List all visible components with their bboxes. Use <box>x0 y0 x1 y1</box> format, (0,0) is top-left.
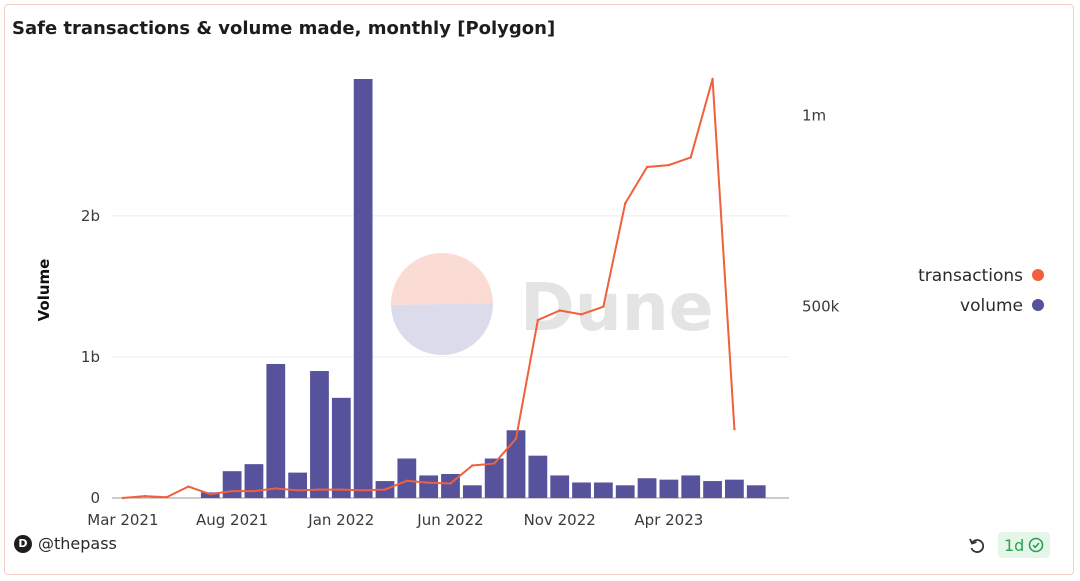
transactions-point[interactable] <box>230 489 234 493</box>
volume-bar[interactable] <box>244 464 264 498</box>
transactions-point[interactable] <box>711 77 714 81</box>
x-tick-label: Jun 2022 <box>416 511 483 529</box>
transactions-point[interactable] <box>558 309 561 312</box>
y-axis-title: Volume <box>35 259 53 322</box>
legend-marker-transactions <box>1032 269 1044 281</box>
transactions-point[interactable] <box>427 481 430 484</box>
transactions-point[interactable] <box>209 492 212 496</box>
y-left-tick-label: 2b <box>81 207 100 225</box>
x-tick-label: Apr 2023 <box>634 511 703 529</box>
transactions-point[interactable] <box>274 487 277 490</box>
transactions-point[interactable] <box>580 313 583 316</box>
transactions-point[interactable] <box>667 163 671 167</box>
transactions-point[interactable] <box>340 488 343 491</box>
y-right-tick-label: 500k <box>802 298 840 316</box>
legend-label-transactions: transactions <box>918 266 1023 286</box>
dune-logo-icon: D <box>14 534 32 553</box>
volume-bar[interactable] <box>506 430 526 498</box>
legend-marker-volume <box>1032 299 1044 311</box>
volume-bar[interactable] <box>310 371 329 498</box>
legend: transactions volume <box>918 266 1044 316</box>
transactions-line <box>121 77 736 500</box>
transactions-point[interactable] <box>602 305 605 308</box>
transactions-point[interactable] <box>645 165 649 169</box>
watermark-circle-bottom <box>391 303 494 356</box>
watermark-circle-top <box>390 252 493 305</box>
author-name: @thepass <box>38 534 117 553</box>
freshness-badge[interactable]: 1d <box>998 532 1051 558</box>
volume-bar[interactable] <box>288 472 308 498</box>
check-circle-icon <box>1029 537 1044 553</box>
volume-bar[interactable] <box>725 479 744 498</box>
transactions-point[interactable] <box>143 494 146 498</box>
chart-card <box>4 4 1074 575</box>
transactions-point[interactable] <box>187 485 190 488</box>
y-left-tick-label: 0 <box>90 489 100 507</box>
x-tick-label: Mar 2021 <box>87 511 158 529</box>
transactions-point[interactable] <box>405 479 409 482</box>
y-right-tick-label: 1m <box>802 106 826 124</box>
volume-bar[interactable] <box>681 475 701 498</box>
volume-bar[interactable] <box>266 363 286 498</box>
volume-bar[interactable] <box>572 482 591 498</box>
chart-title: Safe transactions & volume made, monthly… <box>12 18 556 39</box>
volume-bar[interactable] <box>528 455 548 498</box>
transactions-point[interactable] <box>689 156 692 159</box>
transactions-point[interactable] <box>536 318 540 322</box>
x-tick-label: Aug 2021 <box>196 511 268 529</box>
freshness-text: 1d <box>1004 535 1025 555</box>
volume-bar[interactable] <box>462 485 482 498</box>
y-axis-right: 500k 1m <box>802 106 840 315</box>
transactions-point[interactable] <box>252 489 256 493</box>
dune-watermark: Dune <box>390 252 714 356</box>
volume-bar[interactable] <box>637 478 657 498</box>
transactions-point[interactable] <box>624 202 627 205</box>
volume-bar[interactable] <box>615 485 635 498</box>
x-tick-label: Nov 2022 <box>524 511 596 529</box>
transactions-point[interactable] <box>296 489 299 492</box>
y-axis-left: 0 1b 2b <box>81 207 100 507</box>
transactions-point[interactable] <box>471 464 474 467</box>
volume-bar[interactable] <box>397 458 417 498</box>
volume-bar[interactable] <box>746 485 766 498</box>
transactions-point[interactable] <box>383 488 387 491</box>
volume-bar[interactable] <box>703 481 722 498</box>
volume-bar[interactable] <box>419 475 439 498</box>
refresh-button[interactable] <box>966 535 988 557</box>
y-left-tick-label: 1b <box>81 348 100 366</box>
author-link[interactable]: D @thepass <box>14 534 117 553</box>
legend-label-volume: volume <box>960 296 1023 316</box>
transactions-point[interactable] <box>318 488 321 491</box>
transactions-point[interactable] <box>449 482 452 485</box>
volume-bar[interactable] <box>550 475 570 498</box>
volume-bar[interactable] <box>331 397 351 498</box>
transactions-point[interactable] <box>492 462 496 465</box>
x-tick-label: Jan 2022 <box>307 511 374 529</box>
volume-bars <box>200 79 766 498</box>
transactions-point[interactable] <box>514 437 518 440</box>
volume-bar[interactable] <box>222 471 242 498</box>
volume-bar[interactable] <box>659 479 679 498</box>
transactions-point[interactable] <box>733 427 736 431</box>
volume-bar[interactable] <box>593 482 613 498</box>
volume-bar[interactable] <box>353 79 373 498</box>
transactions-point[interactable] <box>361 489 365 492</box>
watermark-text: Dune <box>520 269 714 346</box>
transactions-point[interactable] <box>121 496 125 500</box>
volume-bar[interactable] <box>484 458 504 498</box>
x-axis: Mar 2021 Aug 2021 Jan 2022 Jun 2022 Nov 2022… <box>87 511 703 529</box>
refresh-icon <box>969 538 985 553</box>
transactions-point[interactable] <box>165 496 168 499</box>
